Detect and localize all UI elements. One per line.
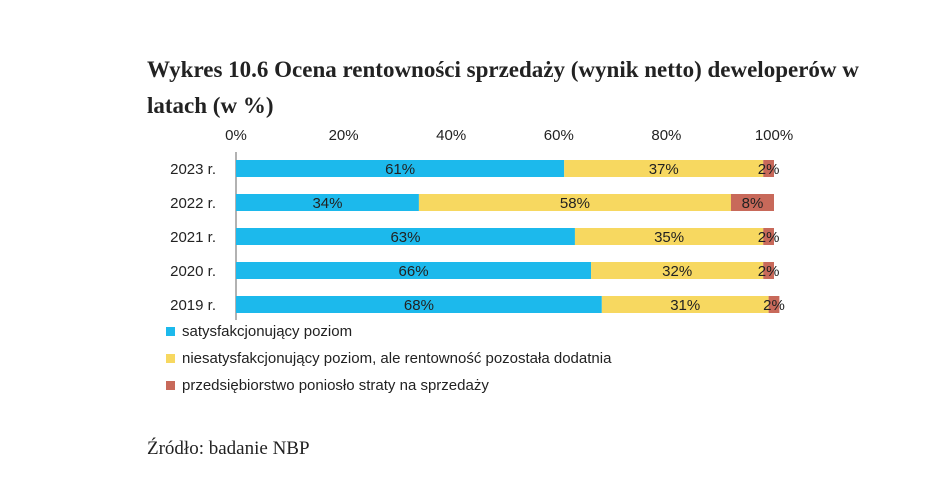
- data-label: 61%: [385, 161, 415, 178]
- category-label: 2021 r.: [170, 229, 216, 246]
- bar-segment: [236, 160, 565, 177]
- bar-segment: [418, 194, 731, 211]
- chart-title: Wykres 10.6 Ocena rentowności sprzedaży …: [147, 57, 859, 118]
- category-label: 2019 r.: [170, 297, 216, 314]
- bar-segment: [574, 228, 764, 245]
- bar-segment: [763, 228, 774, 245]
- x-tick-label: 40%: [436, 127, 466, 144]
- data-label: 8%: [742, 195, 764, 212]
- data-label: 68%: [404, 297, 434, 314]
- bar-segment: [236, 194, 419, 211]
- data-label: 31%: [670, 297, 700, 314]
- bar-segment: [730, 194, 774, 211]
- data-label: 66%: [399, 263, 429, 280]
- category-label: 2023 r.: [170, 161, 216, 178]
- category-labels: 2023 r. 2022 r. 2021 r. 2020 r. 2019 r.: [170, 161, 216, 314]
- x-tick-label: 80%: [651, 127, 681, 144]
- stacked-bar-chart: 0% 20% 40% 60% 80% 100% 61% 37% 2% 34% 58% 8% 63% 35…: [170, 127, 793, 320]
- bar-segment: [564, 160, 764, 177]
- legend-swatch: [166, 327, 175, 336]
- data-label: 35%: [654, 229, 684, 246]
- legend-label: satysfakcjonujący poziom: [182, 323, 353, 340]
- data-label: 2%: [758, 263, 780, 280]
- x-tick-label: 20%: [329, 127, 359, 144]
- x-tick-label: 0%: [225, 127, 247, 144]
- bar-segment: [768, 296, 780, 313]
- data-label: 58%: [560, 195, 590, 212]
- x-axis-ticks: 0% 20% 40% 60% 80% 100%: [225, 127, 793, 144]
- legend-item-satisfactory: satysfakcjonujący poziom: [166, 318, 611, 345]
- bar-segment: [763, 160, 774, 177]
- data-label: 2%: [758, 161, 780, 178]
- data-label: 2%: [758, 229, 780, 246]
- x-tick-label: 60%: [544, 127, 574, 144]
- source-note: Źródło: badanie NBP: [147, 438, 310, 459]
- bar-segment: [236, 296, 602, 313]
- data-label: 34%: [312, 195, 342, 212]
- category-label: 2022 r.: [170, 195, 216, 212]
- data-label: 63%: [390, 229, 420, 246]
- bar-segment: [236, 228, 575, 245]
- bar-segment: [591, 262, 764, 279]
- legend-label: przedsiębiorstwo poniosło straty na sprz…: [182, 377, 489, 394]
- bar-segment: [236, 262, 592, 279]
- bar-segment: [763, 262, 774, 279]
- legend-item-unsatisfactory: niesatysfakcjonujący poziom, ale rentown…: [166, 345, 611, 372]
- x-tick-label: 100%: [755, 127, 793, 144]
- data-label: 2%: [763, 297, 785, 314]
- data-label: 32%: [662, 263, 692, 280]
- category-label: 2020 r.: [170, 263, 216, 280]
- bar-segment: [601, 296, 769, 313]
- legend: satysfakcjonujący poziom niesatysfakcjon…: [166, 318, 611, 399]
- legend-swatch: [166, 381, 175, 390]
- legend-item-loss: przedsiębiorstwo poniosło straty na sprz…: [166, 372, 611, 399]
- legend-swatch: [166, 354, 175, 363]
- bars-group: 61% 37% 2% 34% 58% 8% 63% 35% 2% 66% 32% 2% 68% 31% 2%: [236, 160, 785, 314]
- legend-label: niesatysfakcjonujący poziom, ale rentown…: [182, 350, 612, 367]
- data-label: 37%: [649, 161, 679, 178]
